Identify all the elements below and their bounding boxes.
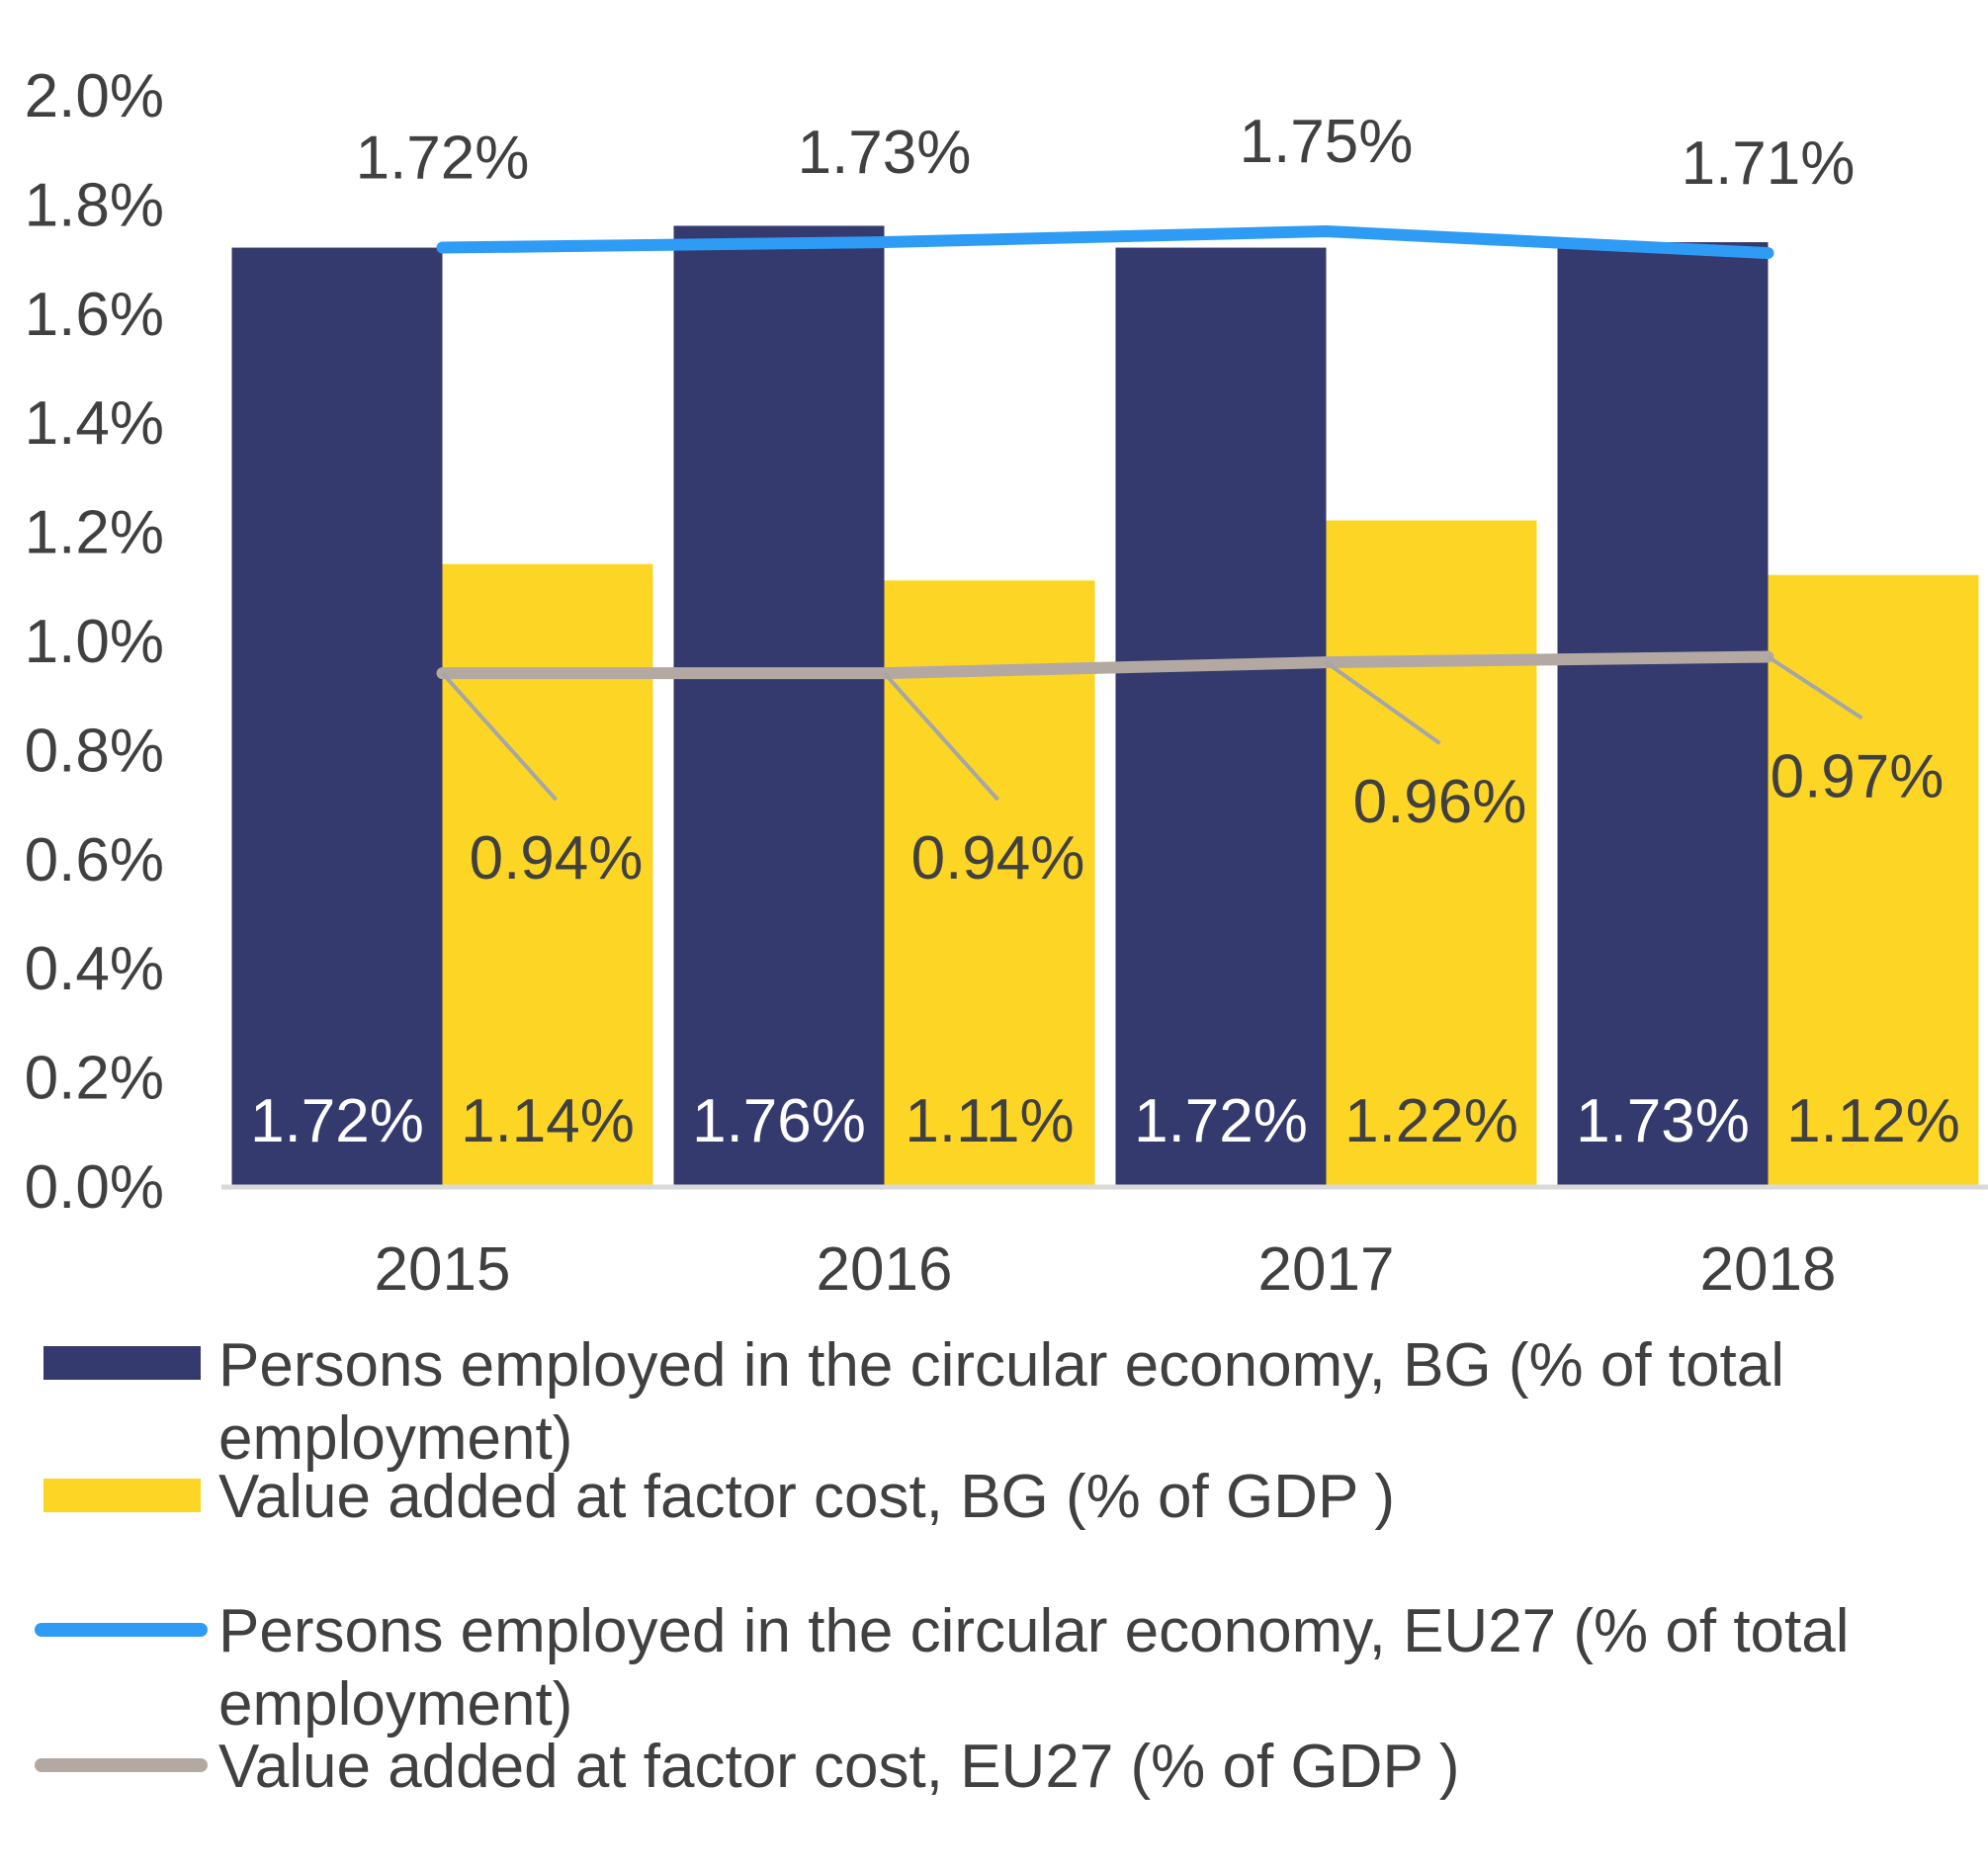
- y-axis: 0.0% 0.2% 0.4% 0.6% 0.8% 1.0% 1.2% 1.4% 1.6% 1.8%…: [25, 62, 164, 1222]
- x-axis: 2015 2016 2017 2018: [375, 1235, 1837, 1304]
- legend-item: Persons employed in the circular economy…: [35, 1597, 1850, 1739]
- y-tick-label: 0.2%: [25, 1045, 164, 1113]
- y-tick-label: 0.4%: [25, 935, 164, 1003]
- legend-item: Value added at factor cost, BG (% of GDP…: [43, 1463, 1395, 1531]
- line-data-label: 0.94%: [911, 824, 1085, 892]
- bar-bg-value-added: [1326, 520, 1537, 1186]
- legend-swatch: [43, 1479, 201, 1512]
- x-tick-label: 2017: [1258, 1235, 1395, 1304]
- leader-line: [1767, 654, 1863, 721]
- bar-data-label: 1.22%: [1344, 1087, 1518, 1155]
- line-data-label: 1.73%: [798, 119, 972, 187]
- legend-label: Value added at factor cost, BG (% of GDP…: [218, 1463, 1395, 1531]
- line-data-label: 1.75%: [1240, 108, 1414, 176]
- y-tick-label: 0.6%: [25, 826, 164, 894]
- line-data-label: 1.71%: [1682, 129, 1856, 198]
- x-tick-label: 2016: [817, 1235, 953, 1304]
- bar-data-label: 1.72%: [1134, 1087, 1308, 1155]
- y-tick-label: 0.8%: [25, 717, 164, 785]
- legend-label: Persons employed in the circular economy…: [218, 1331, 1784, 1400]
- legend: Persons employed in the circular economy…: [35, 1331, 1850, 1801]
- legend-label: employment): [218, 1404, 572, 1473]
- bar-bg-employment: [673, 225, 885, 1187]
- x-tick-label: 2015: [375, 1235, 511, 1304]
- bar-bg-employment: [1557, 242, 1769, 1187]
- bar-bg-value-added: [1768, 574, 1979, 1186]
- leader-line: [441, 671, 558, 802]
- y-tick-label: 2.0%: [25, 62, 164, 130]
- y-tick-label: 1.8%: [25, 171, 164, 239]
- legend-label: employment): [218, 1670, 572, 1739]
- x-tick-label: 2018: [1700, 1235, 1837, 1304]
- y-tick-label: 1.2%: [25, 499, 164, 567]
- y-tick-label: 0.0%: [25, 1153, 164, 1222]
- legend-label: Value added at factor cost, EU27 (% of G…: [218, 1733, 1460, 1801]
- bars: 1.72% 1.76% 1.72% 1.73% 1.14% 1.11% 1.22% 1.12%: [231, 225, 1979, 1187]
- leader-line: [883, 671, 999, 802]
- bar-bg-value-added: [884, 580, 1095, 1186]
- bar-data-label: 1.76%: [692, 1087, 866, 1155]
- line-data-label: 1.72%: [356, 125, 530, 193]
- bar-data-label: 1.72%: [250, 1087, 424, 1155]
- bar-data-label: 1.73%: [1576, 1087, 1750, 1155]
- y-tick-label: 1.0%: [25, 608, 164, 676]
- legend-item: Value added at factor cost, EU27 (% of G…: [35, 1733, 1460, 1801]
- y-tick-label: 1.4%: [25, 389, 164, 458]
- bar-bg-employment: [231, 247, 443, 1186]
- lines: 0.94% 0.94% 0.96% 0.97% 1.72% 1.73% 1.75% 1.71%: [356, 108, 1945, 892]
- y-tick-label: 1.6%: [25, 281, 164, 349]
- legend-item: Persons employed in the circular economy…: [43, 1331, 1784, 1473]
- legend-label: Persons employed in the circular economy…: [218, 1597, 1850, 1665]
- bar-data-label: 1.14%: [461, 1087, 635, 1155]
- line-eu27-employment: [436, 225, 1774, 260]
- line-data-label: 0.94%: [470, 824, 644, 892]
- line-eu27-value-added: [436, 650, 1774, 680]
- legend-swatch: [43, 1346, 201, 1380]
- bar-data-label: 1.12%: [1786, 1087, 1960, 1155]
- leader-line: [1325, 660, 1441, 745]
- line-data-label: 0.97%: [1771, 743, 1945, 811]
- bar-bg-employment: [1115, 247, 1327, 1186]
- line-data-label: 0.96%: [1353, 768, 1527, 836]
- bar-data-label: 1.11%: [905, 1087, 1074, 1155]
